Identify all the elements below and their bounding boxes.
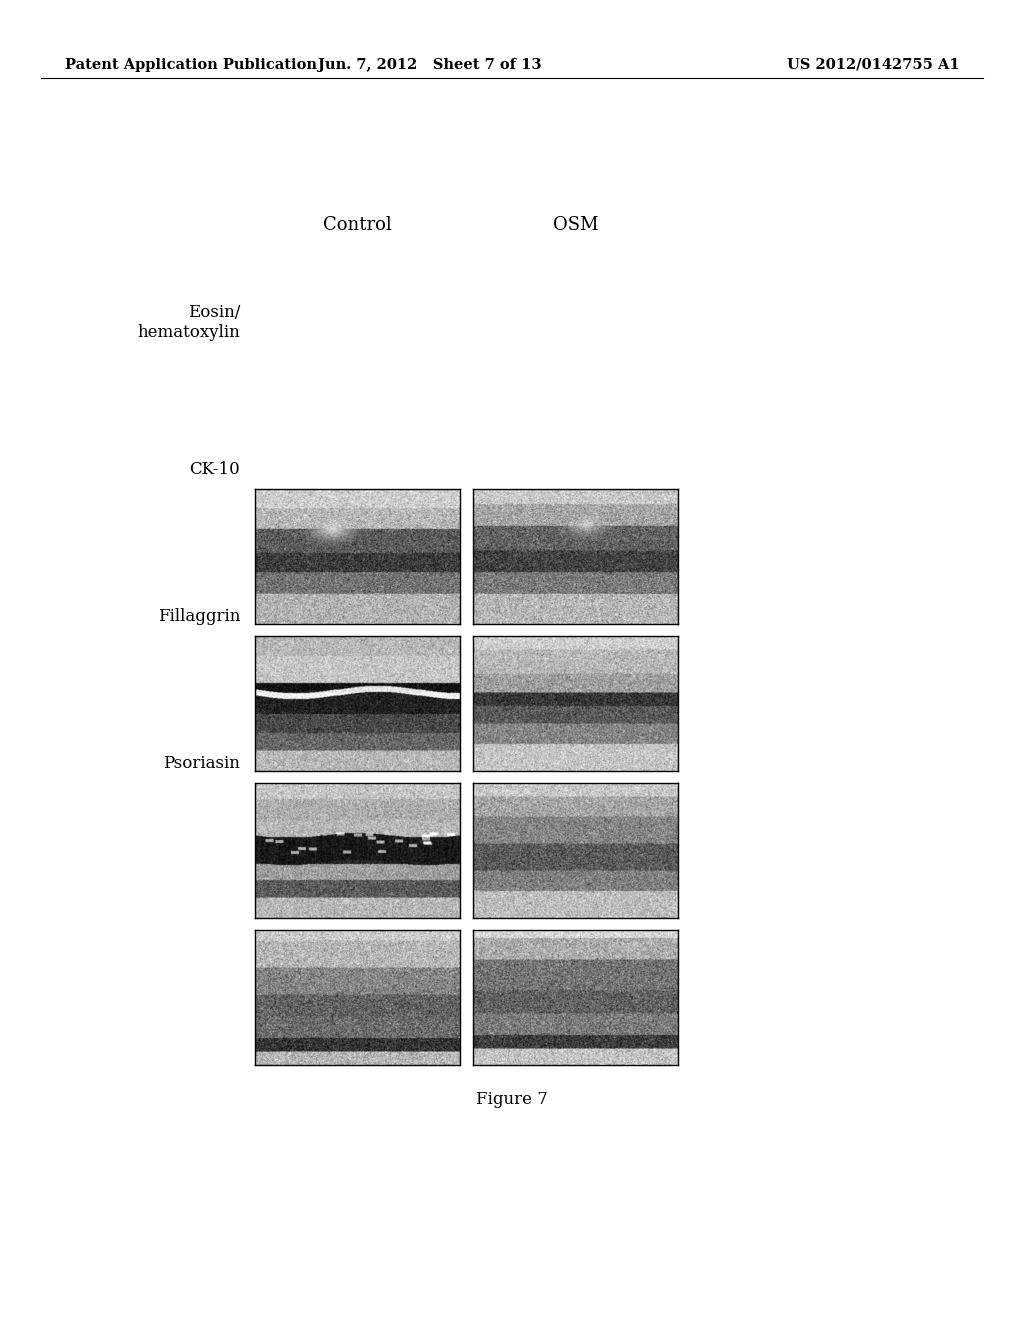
Text: Patent Application Publication: Patent Application Publication	[65, 58, 317, 73]
Text: Psoriasin: Psoriasin	[163, 755, 240, 772]
Text: Eosin/
hematoxylin: Eosin/ hematoxylin	[137, 304, 240, 341]
Text: OSM: OSM	[553, 216, 598, 234]
Text: Fillaggrin: Fillaggrin	[158, 609, 240, 624]
Text: Jun. 7, 2012   Sheet 7 of 13: Jun. 7, 2012 Sheet 7 of 13	[318, 58, 542, 73]
Text: US 2012/0142755 A1: US 2012/0142755 A1	[787, 58, 961, 73]
Text: Figure 7: Figure 7	[476, 1092, 548, 1109]
Text: Control: Control	[324, 216, 392, 234]
Text: CK-10: CK-10	[189, 461, 240, 478]
